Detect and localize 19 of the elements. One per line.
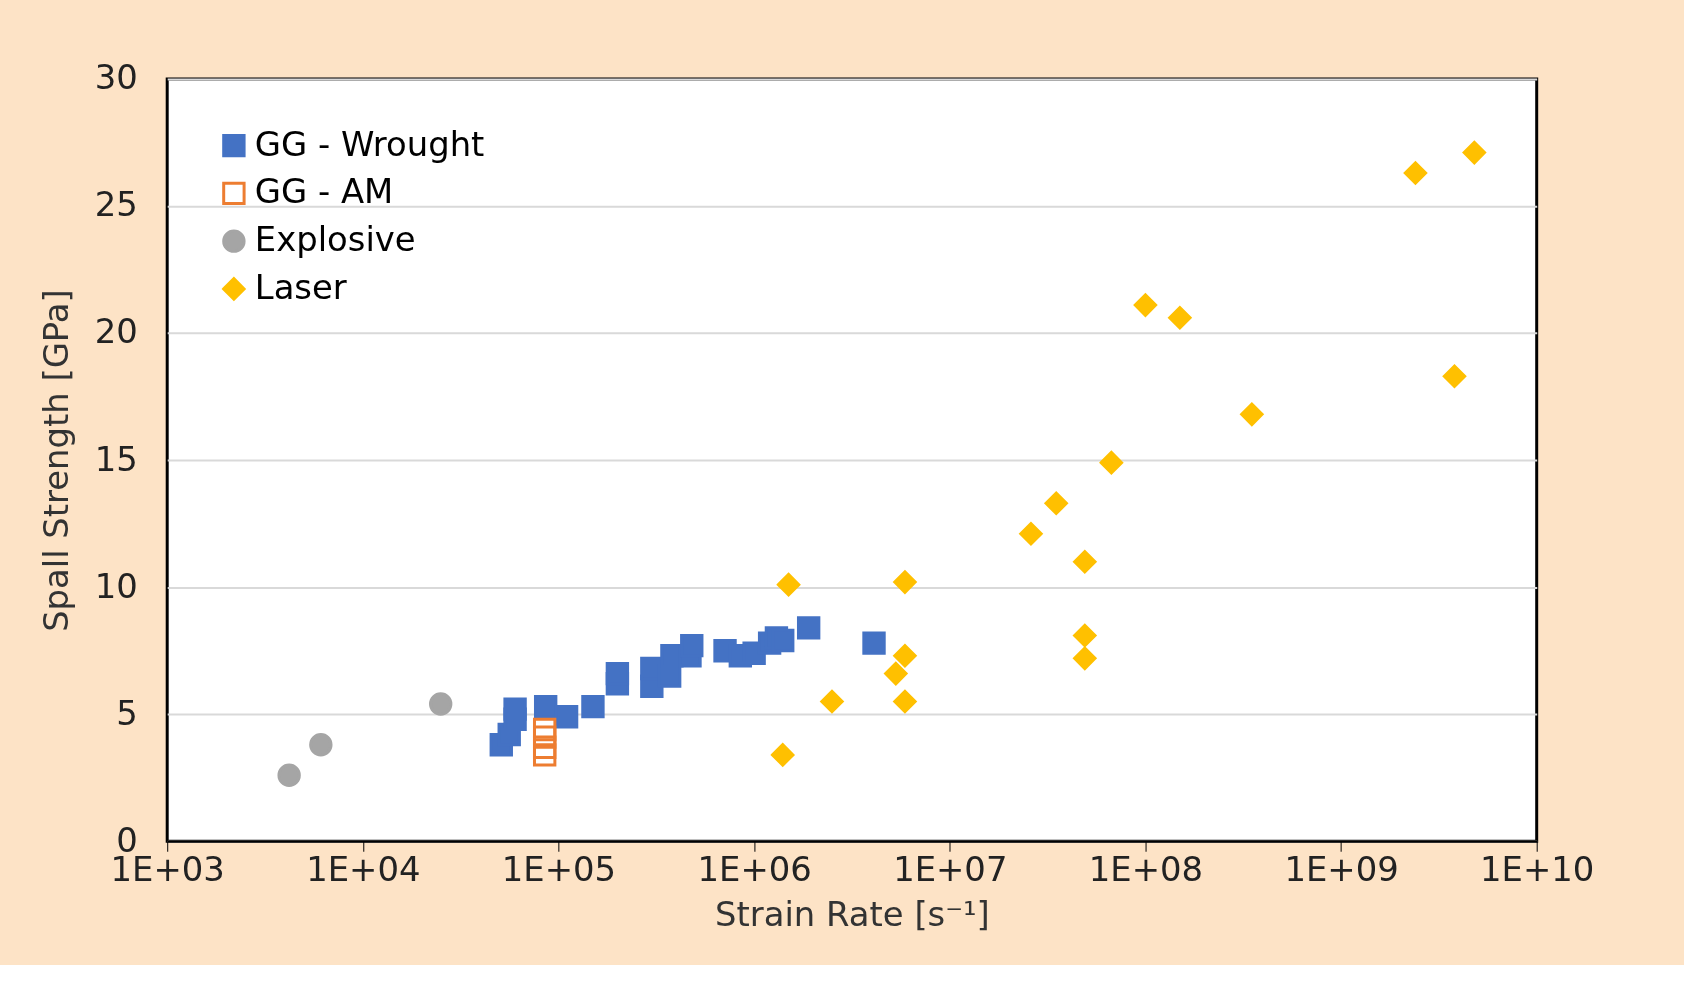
x-tick-label: 1E+05: [501, 849, 617, 889]
legend-label: Explosive: [254, 220, 416, 260]
y-tick-label: 5: [116, 693, 138, 733]
y-tick-label: 20: [94, 312, 138, 352]
y-tick-label: 15: [94, 439, 138, 479]
legend-label: GG - AM: [254, 172, 394, 212]
y-tick-label: 25: [94, 185, 138, 225]
x-tick-label: 1E+08: [1088, 849, 1204, 889]
y-tick-label: 10: [94, 566, 138, 606]
x-tick-label: 1E+07: [893, 849, 1008, 889]
x-tick-label: 1E+04: [306, 849, 421, 889]
y-tick-label: 30: [94, 58, 138, 98]
y-axis-title: Spall Strength [GPa]: [36, 289, 76, 632]
x-tick-label: 1E+09: [1284, 849, 1399, 889]
legend-label: Laser: [254, 267, 347, 307]
x-axis-title: Strain Rate [s⁻¹]: [715, 895, 990, 935]
x-tick-label: 1E+06: [697, 849, 812, 889]
legend-label: GG - Wrought: [254, 124, 485, 164]
x-tick-label: 1E+10: [1480, 849, 1595, 889]
